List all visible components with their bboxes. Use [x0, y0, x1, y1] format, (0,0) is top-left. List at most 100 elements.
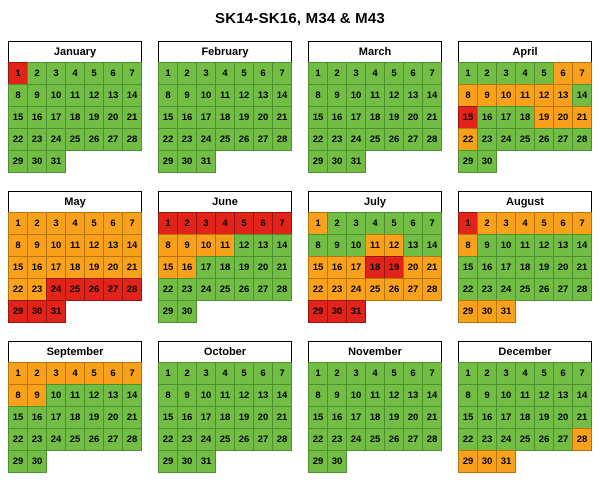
day-cell-january-30: 30: [27, 150, 47, 173]
day-cell-march-1: 1: [308, 62, 328, 85]
day-cell-april-24: 24: [496, 128, 516, 151]
day-cell-august-22: 22: [458, 278, 478, 301]
day-cell-october-6: 6: [253, 362, 273, 385]
day-cell-july-3: 3: [346, 212, 366, 235]
day-grid-july: 1 2 3 4 5 6 7 8 9 10 11 12 13 14 15 16 17 18 19 20 21 22 23 24 2…: [308, 212, 442, 323]
day-cell-november-8: 8: [308, 384, 328, 407]
day-cell-may-31: 31: [46, 300, 66, 323]
day-cell-november-4: 4: [365, 362, 385, 385]
day-cell-april-6: 6: [553, 62, 573, 85]
day-cell-january-25: 25: [65, 128, 85, 151]
day-cell-march-24: 24: [346, 128, 366, 151]
day-cell-october-13: 13: [253, 384, 273, 407]
day-cell-august-29: 29: [458, 300, 478, 323]
day-cell-november-21: 21: [422, 406, 442, 429]
day-cell-june-26: 26: [234, 278, 254, 301]
day-cell-december-20: 20: [553, 406, 573, 429]
day-cell-october-14: 14: [272, 384, 292, 407]
day-cell-november-29: 29: [308, 450, 328, 473]
day-cell-december-29: 29: [458, 450, 478, 473]
day-cell-august-9: 9: [477, 234, 497, 257]
day-cell-april-12: 12: [534, 84, 554, 107]
calendar-grid: January 1 2 3 4 5 6 7 8 9 10 11 12 13 14 15 16 17 18 19 20 21…: [8, 41, 592, 473]
day-cell-july-12: 12: [384, 234, 404, 257]
day-cell-july-24: 24: [346, 278, 366, 301]
day-cell-june-7: 7: [272, 212, 292, 235]
day-cell-september-18: 18: [65, 406, 85, 429]
day-cell-june-19: 19: [234, 256, 254, 279]
day-cell-august-5: 5: [534, 212, 554, 235]
day-cell-august-1: 1: [458, 212, 478, 235]
day-grid-august: 1 2 3 4 5 6 7 8 9 10 11 12 13 14 15 16 17 18 19 20 21 22 23 24 2…: [458, 212, 592, 323]
day-cell-september-13: 13: [103, 384, 123, 407]
day-cell-august-27: 27: [553, 278, 573, 301]
month-title-june: June: [158, 191, 292, 213]
day-cell-november-18: 18: [365, 406, 385, 429]
day-cell-october-28: 28: [272, 428, 292, 451]
day-cell-november-12: 12: [384, 384, 404, 407]
day-cell-august-7: 7: [572, 212, 592, 235]
day-cell-october-9: 9: [177, 384, 197, 407]
day-cell-november-3: 3: [346, 362, 366, 385]
day-cell-march-2: 2: [327, 62, 347, 85]
day-cell-july-6: 6: [403, 212, 423, 235]
day-cell-august-6: 6: [553, 212, 573, 235]
day-cell-november-30: 30: [327, 450, 347, 473]
day-cell-february-17: 17: [196, 106, 216, 129]
day-cell-february-14: 14: [272, 84, 292, 107]
day-cell-july-22: 22: [308, 278, 328, 301]
day-cell-january-22: 22: [8, 128, 28, 151]
day-cell-october-7: 7: [272, 362, 292, 385]
day-cell-september-8: 8: [8, 384, 28, 407]
day-cell-july-5: 5: [384, 212, 404, 235]
day-cell-november-9: 9: [327, 384, 347, 407]
day-cell-january-21: 21: [122, 106, 142, 129]
day-cell-july-21: 21: [422, 256, 442, 279]
day-cell-august-19: 19: [534, 256, 554, 279]
day-cell-december-4: 4: [515, 362, 535, 385]
day-cell-january-5: 5: [84, 62, 104, 85]
day-cell-november-25: 25: [365, 428, 385, 451]
day-cell-january-6: 6: [103, 62, 123, 85]
day-cell-december-26: 26: [534, 428, 554, 451]
day-cell-may-18: 18: [65, 256, 85, 279]
day-cell-may-15: 15: [8, 256, 28, 279]
day-cell-august-25: 25: [515, 278, 535, 301]
day-cell-february-4: 4: [215, 62, 235, 85]
day-cell-december-19: 19: [534, 406, 554, 429]
day-cell-june-23: 23: [177, 278, 197, 301]
day-cell-january-4: 4: [65, 62, 85, 85]
day-cell-november-23: 23: [327, 428, 347, 451]
month-title-april: April: [458, 41, 592, 63]
day-cell-october-20: 20: [253, 406, 273, 429]
day-cell-may-7: 7: [122, 212, 142, 235]
month-title-november: November: [308, 341, 442, 363]
day-cell-december-28: 28: [572, 428, 592, 451]
day-cell-december-1: 1: [458, 362, 478, 385]
day-cell-december-5: 5: [534, 362, 554, 385]
day-cell-october-5: 5: [234, 362, 254, 385]
day-cell-february-6: 6: [253, 62, 273, 85]
day-cell-november-2: 2: [327, 362, 347, 385]
day-cell-march-8: 8: [308, 84, 328, 107]
day-cell-december-14: 14: [572, 384, 592, 407]
day-cell-july-25: 25: [365, 278, 385, 301]
day-cell-april-14: 14: [572, 84, 592, 107]
day-cell-may-19: 19: [84, 256, 104, 279]
month-april: April 1 2 3 4 5 6 7 8 9 10 11 12 13 14 15 16 17 18 19 20 21 22…: [458, 41, 592, 173]
day-cell-august-16: 16: [477, 256, 497, 279]
day-cell-december-11: 11: [515, 384, 535, 407]
day-cell-november-16: 16: [327, 406, 347, 429]
day-cell-may-13: 13: [103, 234, 123, 257]
day-cell-february-8: 8: [158, 84, 178, 107]
day-cell-september-7: 7: [122, 362, 142, 385]
day-cell-october-19: 19: [234, 406, 254, 429]
day-cell-august-3: 3: [496, 212, 516, 235]
day-cell-may-21: 21: [122, 256, 142, 279]
day-cell-july-16: 16: [327, 256, 347, 279]
day-cell-april-21: 21: [572, 106, 592, 129]
day-cell-march-21: 21: [422, 106, 442, 129]
day-cell-june-10: 10: [196, 234, 216, 257]
day-cell-january-11: 11: [65, 84, 85, 107]
day-cell-february-21: 21: [272, 106, 292, 129]
